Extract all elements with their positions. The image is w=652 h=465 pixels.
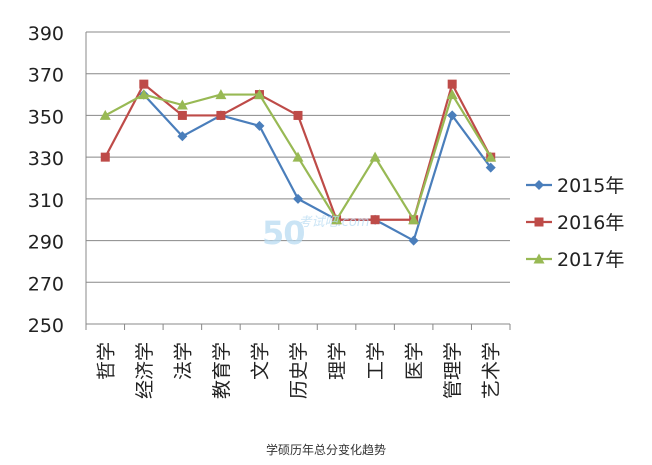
x-axis: 哲学 经济学 法学 教育学 文学 历史学 理学 工学 医学 管理学 艺术学: [85, 323, 511, 399]
series-line: [143, 93, 492, 242]
data-point: [254, 120, 265, 131]
data-point: [447, 79, 457, 89]
y-tick-label: 330: [28, 148, 64, 170]
x-tick-label: 法学: [172, 342, 194, 380]
legend-label: 2016年: [557, 212, 624, 234]
data-point: [176, 99, 188, 110]
legend-marker: [534, 180, 544, 190]
x-tick-label: 艺术学: [481, 342, 503, 399]
y-tick-label: 370: [28, 65, 64, 87]
x-tick-label: 理学: [327, 342, 349, 380]
y-tick-label: 250: [28, 315, 64, 337]
data-point: [408, 235, 419, 246]
y-tick-label: 290: [28, 232, 64, 254]
series-group: [99, 79, 497, 246]
x-tick-label: 教育学: [211, 342, 233, 399]
gridlines: [86, 31, 510, 325]
legend-marker: [534, 217, 544, 227]
y-tick-label: 310: [28, 190, 64, 212]
data-point: [100, 152, 110, 162]
legend-label: 2017年: [557, 249, 624, 271]
legend-marker: [533, 253, 545, 264]
x-tick-label: 医学: [404, 342, 426, 380]
data-point: [292, 151, 304, 162]
x-tick-label: 文学: [249, 342, 271, 380]
data-point: [216, 110, 226, 120]
data-point: [138, 89, 150, 100]
legend-label: 2015年: [557, 175, 624, 197]
x-tick-label: 管理学: [442, 342, 464, 399]
data-point: [331, 214, 343, 225]
y-tick-label: 350: [28, 106, 64, 128]
data-point: [370, 215, 380, 225]
data-point: [293, 110, 303, 120]
x-tick-label: 哲学: [95, 342, 117, 380]
data-point: [253, 89, 265, 100]
x-tick-label: 工学: [365, 342, 387, 380]
data-point: [177, 110, 187, 120]
legend: 2015年 2016年 2017年: [526, 175, 624, 271]
data-point: [485, 162, 496, 173]
chart-caption: 学硕历年总分变化趋势: [265, 443, 386, 457]
data-point: [408, 214, 420, 225]
data-point: [369, 151, 381, 162]
data-point: [447, 110, 458, 121]
data-point: [177, 131, 188, 142]
y-tick-label: 390: [28, 23, 64, 45]
y-tick-label: 270: [28, 273, 64, 295]
y-axis: 250 270 290 310 330 350 370 390: [28, 23, 87, 337]
data-point: [99, 109, 111, 120]
x-tick-label: 经济学: [134, 342, 156, 399]
series-2017年: [99, 89, 497, 225]
data-point: [446, 89, 458, 100]
x-tick-label: 历史学: [288, 342, 310, 399]
data-point: [485, 151, 497, 162]
data-point: [293, 193, 303, 204]
data-point: [215, 89, 227, 100]
data-point: [139, 79, 149, 89]
